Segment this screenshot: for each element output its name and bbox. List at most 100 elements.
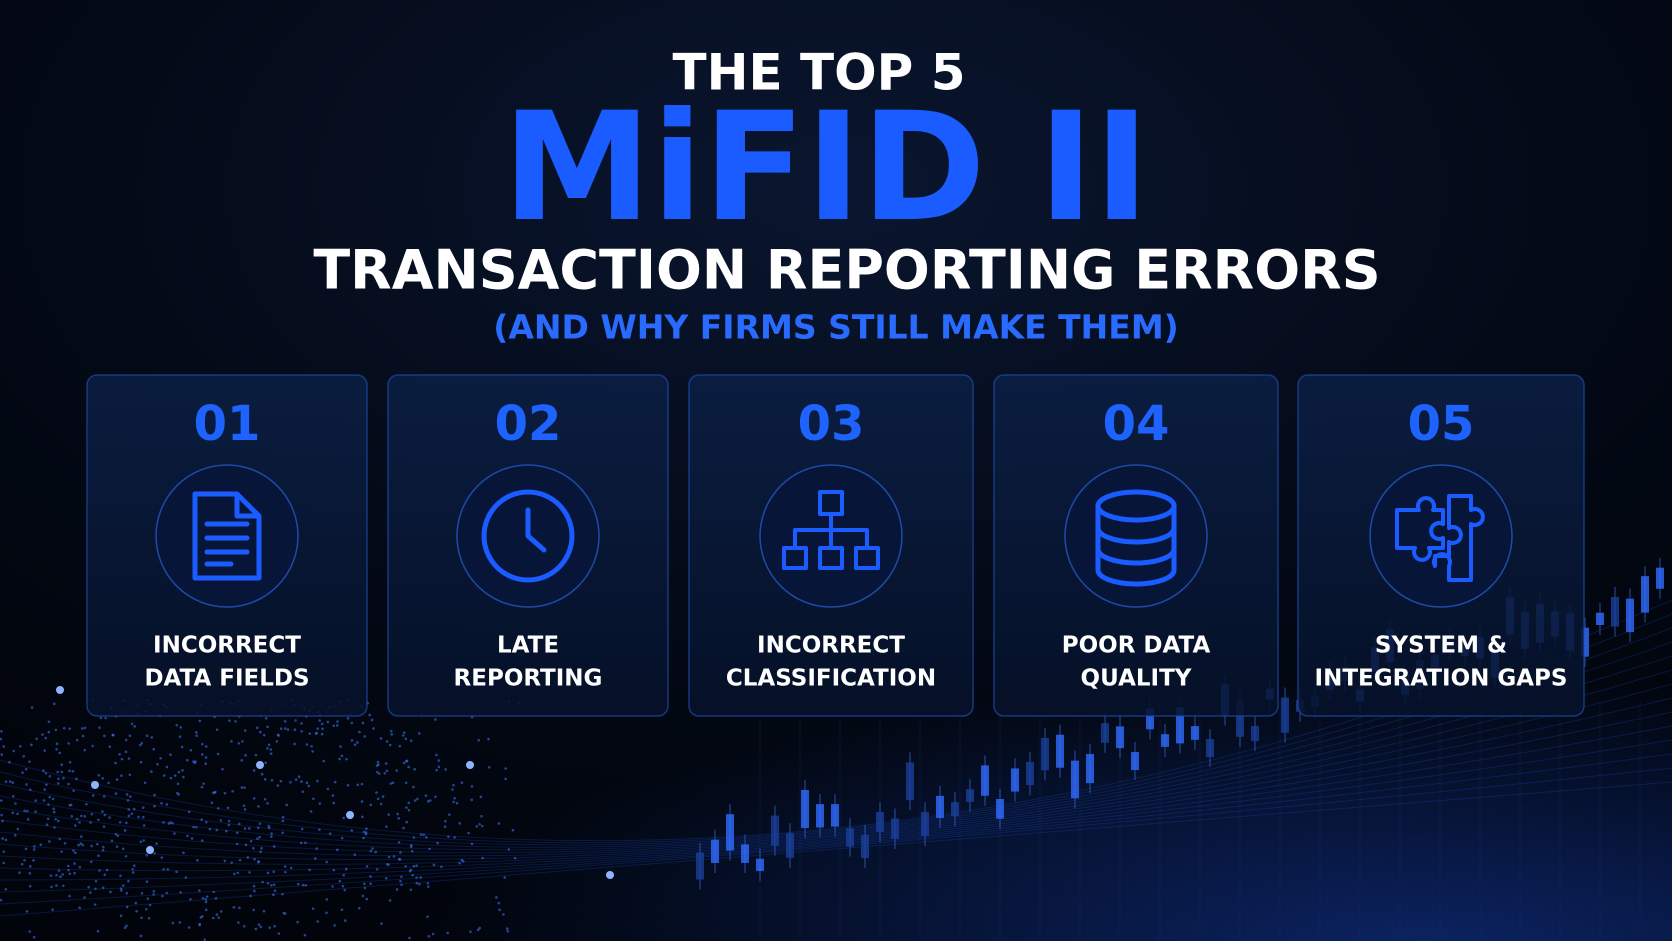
map-dot: [346, 716, 350, 720]
map-dot: [398, 744, 402, 748]
map-dot: [28, 760, 31, 763]
icon-hands: [525, 507, 547, 553]
candle-body: [996, 799, 1004, 819]
map-dot: [343, 919, 347, 922]
wave-line: [0, 697, 1672, 861]
map-dot: [380, 922, 383, 925]
icon-document: [192, 491, 262, 581]
map-dot: [2, 745, 6, 748]
map-dot: [254, 753, 258, 757]
map-dot: [99, 716, 103, 720]
map-dot: [198, 889, 201, 892]
map-dot: [219, 910, 223, 913]
map-dot: [4, 887, 8, 891]
map-dot: [169, 753, 172, 757]
map-dot: [375, 770, 379, 774]
map-dot: [314, 732, 318, 735]
map-dot: [125, 891, 129, 895]
map-dot: [346, 783, 350, 787]
map-dot: [294, 778, 298, 781]
map-dot: [179, 726, 183, 729]
map-dot: [97, 773, 101, 777]
map-dot: [443, 825, 447, 828]
map-dot: [116, 834, 120, 838]
card: 04 POOR DATA QUALITY: [993, 374, 1279, 717]
card: 05 SYSTEM & INTEGRATION GAPS: [1297, 374, 1585, 717]
map-dot: [204, 762, 207, 766]
map-dot: [162, 821, 165, 824]
map-dot: [44, 736, 47, 740]
candle-body: [1611, 596, 1619, 627]
candle-body: [1011, 768, 1019, 792]
map-dot: [51, 908, 54, 912]
map-dot: [162, 868, 165, 871]
map-dot: [407, 765, 410, 769]
map-dot: [0, 898, 3, 902]
map-dot: [25, 910, 29, 913]
wave-line: [0, 655, 1672, 851]
map-dot: [186, 834, 189, 838]
map-dot: [247, 827, 251, 830]
map-dot: [49, 874, 53, 877]
map-dot: [376, 760, 380, 764]
map-dot: [177, 770, 181, 774]
map-dot: [150, 770, 153, 773]
map-dot: [289, 781, 292, 784]
icon-db-body: [1095, 503, 1177, 587]
map-dot: [1, 819, 4, 823]
map-dot: [340, 754, 344, 758]
decoration: [0, 557, 1672, 941]
map-dot: [304, 841, 307, 845]
map-dot: [96, 842, 99, 846]
map-dot: [42, 769, 45, 773]
icon-node: [818, 546, 844, 570]
map-dot: [313, 857, 317, 860]
map-dot: [426, 882, 430, 885]
map-dot: [81, 734, 85, 738]
map-dot: [297, 775, 301, 779]
map-dot: [120, 757, 124, 761]
map-dot: [46, 817, 50, 821]
map-dot: [333, 780, 337, 784]
candle-body: [966, 789, 974, 802]
map-dot: [204, 908, 208, 912]
map-dot: [72, 849, 75, 852]
map-dot: [28, 788, 32, 792]
map-dot: [452, 783, 455, 787]
map-dot: [286, 728, 290, 731]
map-dot: [379, 802, 383, 806]
map-dot: [52, 807, 55, 811]
map-dot: [342, 874, 345, 877]
candle-body: [1056, 734, 1064, 768]
map-dot: [87, 885, 91, 889]
icon: [782, 490, 880, 570]
map-dot: [385, 825, 388, 828]
map-dot: [249, 894, 252, 898]
map-dot: [18, 744, 22, 748]
map-dot: [469, 930, 472, 934]
map-dot: [98, 869, 101, 872]
map-dot: [340, 836, 344, 840]
map-dot: [153, 804, 156, 808]
map-dot: [96, 929, 100, 933]
glow-node: [146, 846, 154, 854]
map-dot: [410, 849, 414, 853]
candle-body: [1236, 700, 1244, 737]
map-dot: [226, 806, 230, 810]
icon: [1095, 489, 1177, 587]
map-dot: [57, 869, 61, 872]
map-dot: [342, 816, 345, 820]
card-number: 04: [1103, 396, 1170, 452]
map-dot: [234, 720, 237, 723]
map-dot: [73, 862, 76, 865]
map-dot: [73, 824, 77, 827]
map-dot: [379, 737, 383, 740]
map-dot: [227, 819, 231, 823]
map-dot: [215, 828, 219, 832]
map-dot: [300, 730, 303, 733]
map-dot: [275, 740, 279, 743]
map-dot: [260, 772, 264, 776]
map-dot: [47, 803, 50, 806]
map-dot: [39, 843, 43, 847]
card-label: LATE: [497, 633, 559, 659]
